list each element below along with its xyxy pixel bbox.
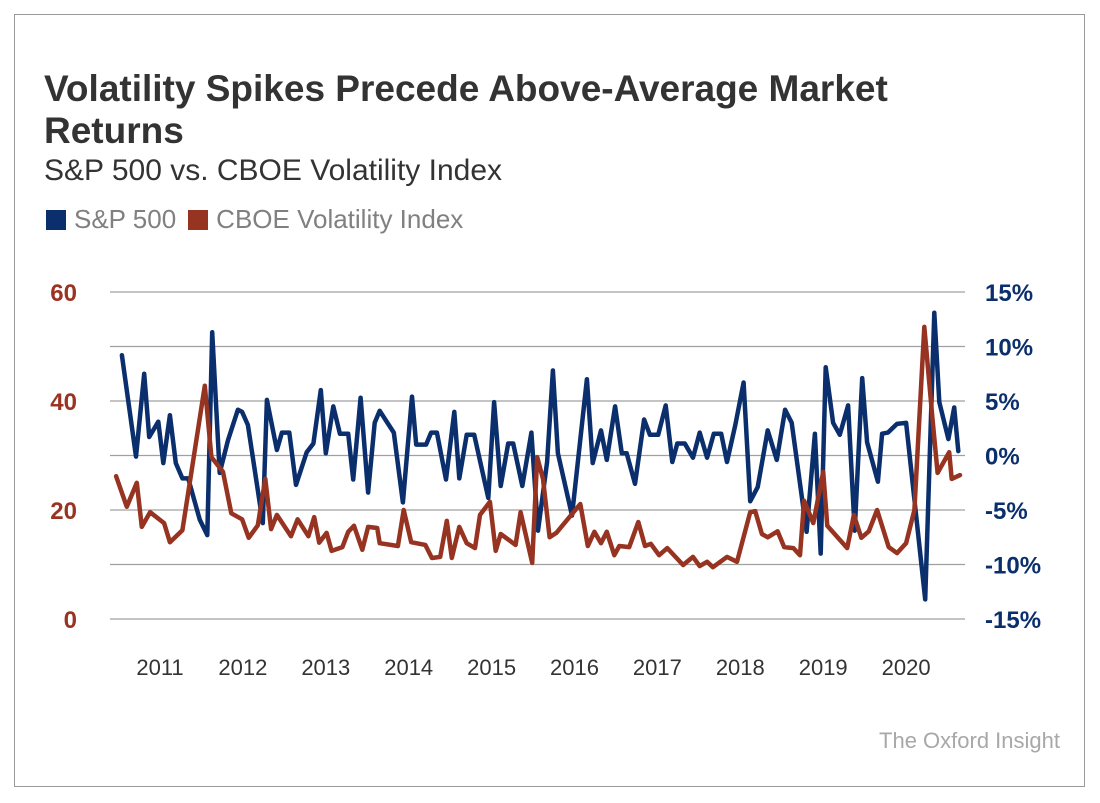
legend-label-vix: CBOE Volatility Index: [216, 204, 464, 234]
left-axis-tick: 0: [64, 607, 77, 634]
x-axis-tick: 2015: [467, 655, 516, 680]
right-axis-tick: -5%: [985, 498, 1028, 525]
x-axis-tick: 2016: [550, 655, 599, 680]
left-axis-tick: 40: [50, 389, 77, 416]
legend-label-sp500: S&P 500: [74, 204, 177, 234]
x-axis-tick: 2019: [799, 655, 848, 680]
right-axis-tick: -10%: [985, 553, 1041, 580]
x-axis-tick: 2014: [384, 655, 433, 680]
x-axis-tick: 2018: [716, 655, 765, 680]
right-axis-tick: 15%: [985, 280, 1033, 307]
x-axis-tick: 2020: [882, 655, 931, 680]
legend-item-sp500: S&P 500: [46, 204, 176, 235]
x-axis-tick: 2013: [301, 655, 350, 680]
chart-subtitle: S&P 500 vs. CBOE Volatility Index: [44, 154, 503, 187]
legend: S&P 500 CBOE Volatility Index: [46, 204, 475, 235]
x-axis-tick: 2011: [136, 655, 183, 680]
legend-item-vix: CBOE Volatility Index: [188, 204, 463, 235]
credit: The Oxford Insight: [879, 728, 1060, 753]
left-axis-tick: 20: [50, 498, 77, 525]
right-axis-tick: 5%: [985, 389, 1020, 416]
chart-frame: [14, 14, 1085, 787]
chart-title: Volatility Spikes Precede Above-Average …: [44, 68, 888, 151]
right-axis-tick: -15%: [985, 607, 1041, 634]
right-axis-tick: 0%: [985, 444, 1020, 471]
left-axis-tick: 60: [50, 280, 77, 307]
legend-swatch-sp500: [46, 209, 66, 230]
legend-swatch-vix: [188, 209, 209, 230]
right-axis-tick: 10%: [985, 335, 1033, 362]
vix-line: [113, 324, 963, 570]
x-axis-tick: 2012: [218, 655, 267, 680]
x-axis-tick: 2017: [633, 655, 682, 680]
